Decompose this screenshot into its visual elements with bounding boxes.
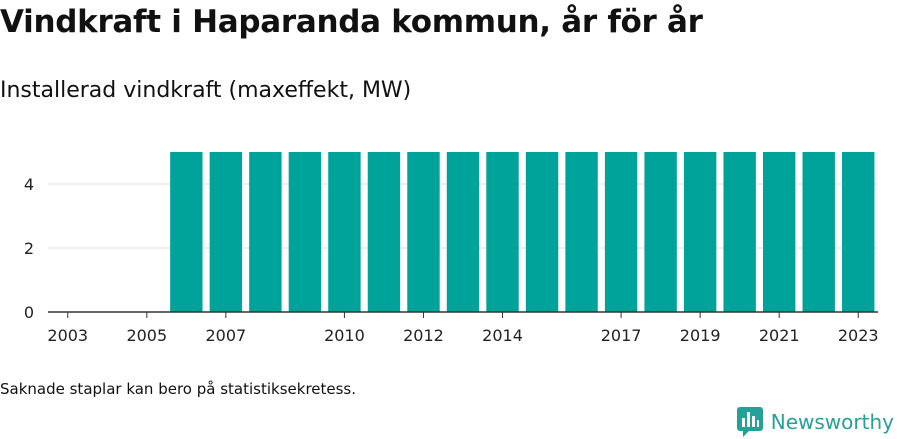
bar-2011	[367, 152, 401, 312]
x-tick-label: 2005	[126, 326, 167, 345]
chart-subtitle: Installerad vindkraft (maxeffekt, MW)	[0, 78, 412, 103]
bar-2020	[723, 152, 756, 312]
bar-2018	[644, 152, 677, 312]
y-tick-label: 2	[24, 239, 34, 258]
bar-2013	[446, 152, 480, 312]
bars	[170, 152, 875, 312]
bar-2009	[288, 152, 322, 312]
brand-name: Newsworthy	[770, 410, 894, 434]
bar-2019	[683, 152, 717, 312]
axes: 0 2 4 2003 2005 2007 2010 2012 2014 2017 2019 2021 2…	[24, 175, 879, 345]
brand-logo: Newsworthy	[736, 407, 894, 437]
x-tick-label: 2021	[759, 326, 800, 345]
bar-2023	[842, 152, 875, 312]
bar-2006	[170, 152, 203, 312]
y-tick-label: 0	[24, 303, 34, 322]
x-tick-label: 2007	[205, 326, 246, 345]
bar-2022	[802, 152, 835, 312]
x-tick-label: 2023	[838, 326, 879, 345]
x-tick-label: 2012	[403, 326, 444, 345]
bar-2010	[328, 152, 361, 312]
bar-2016	[565, 152, 598, 312]
y-tick-label: 4	[24, 175, 34, 194]
bar-2021	[762, 152, 796, 312]
x-tick-label: 2010	[324, 326, 365, 345]
newsworthy-logo-icon	[736, 407, 763, 437]
bar-2008	[249, 152, 282, 312]
footnote: Saknade staplar kan bero på statistiksek…	[0, 380, 357, 398]
bar-2015	[525, 152, 559, 312]
x-tick-label: 2003	[47, 326, 88, 345]
bar-2017	[604, 152, 638, 312]
bar-2014	[486, 152, 519, 312]
x-tick-label: 2017	[601, 326, 642, 345]
bar-chart: 0 2 4 2003 2005 2007 2010 2012 2014 2017 2019 2021 2…	[24, 152, 879, 345]
x-tick-label: 2014	[482, 326, 523, 345]
bar-2012	[407, 152, 440, 312]
x-tick-label: 2019	[680, 326, 721, 345]
chart-title: Vindkraft i Haparanda kommun, år för år	[0, 4, 703, 40]
bar-2007	[209, 152, 243, 312]
